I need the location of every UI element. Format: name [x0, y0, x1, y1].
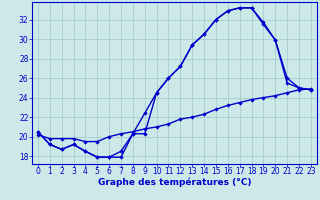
- X-axis label: Graphe des températures (°C): Graphe des températures (°C): [98, 178, 251, 187]
